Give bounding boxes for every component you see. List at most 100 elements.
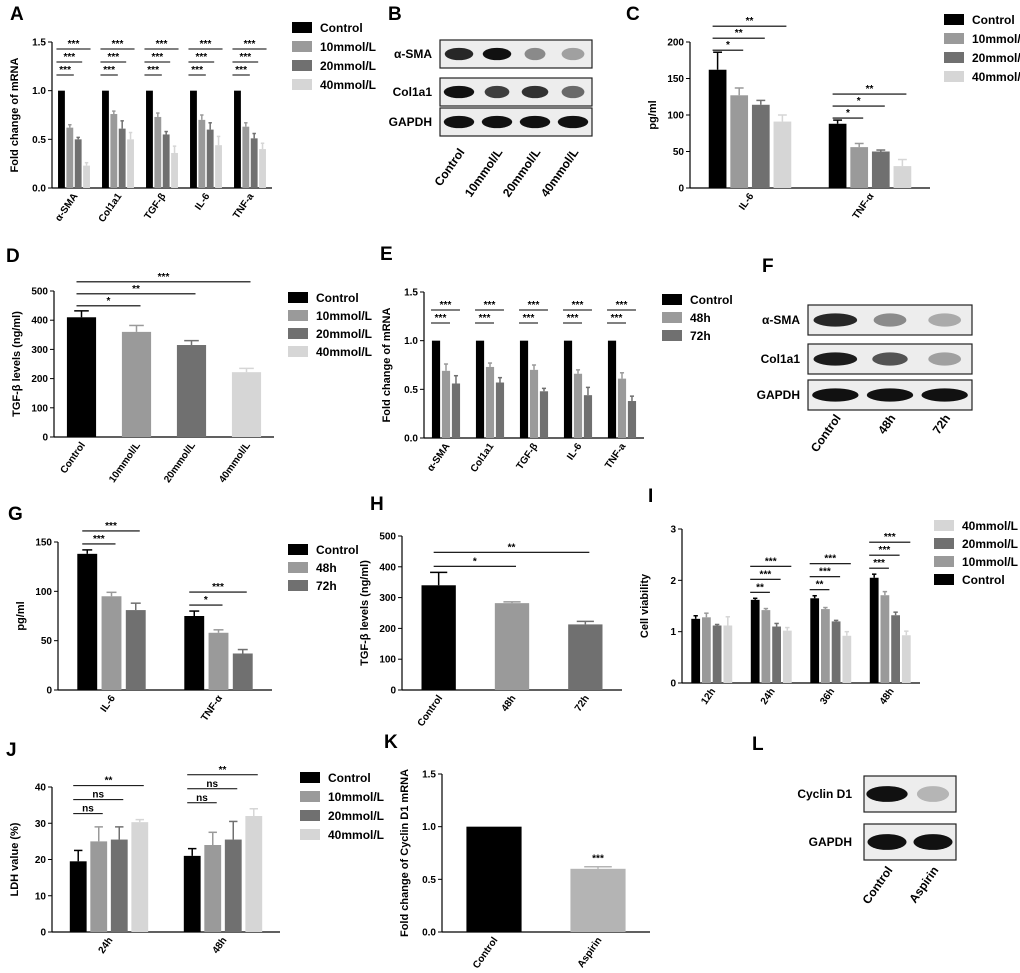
x-tick-label: 48h <box>878 686 897 706</box>
significance-label: ** <box>508 542 516 553</box>
legend-swatch <box>288 562 308 573</box>
bar-72h-TNF-a <box>627 401 637 438</box>
x-tick-label: IL-6 <box>193 191 212 212</box>
blot-band <box>813 352 858 366</box>
legend-label: 10mmol/L <box>328 790 384 804</box>
legend-swatch <box>288 580 308 591</box>
bar-40mmol/L-36h <box>842 635 852 683</box>
legend: Control 10mmol/L 20mmol/L 40mmol/L <box>944 13 1020 84</box>
bar-20mmol/L-24h <box>110 839 128 932</box>
panel-letter-B: B <box>388 4 402 25</box>
bar-10mmol/L-TGF-β <box>154 116 162 188</box>
bar-40mmol/L-TGF-β <box>171 152 178 188</box>
y-tick-label: 2 <box>670 576 676 587</box>
bar-Control-48h <box>869 577 879 683</box>
bar-20mmol/L-36h <box>831 621 841 683</box>
panel-letter-J: J <box>6 740 17 761</box>
y-tick-label: 150 <box>667 74 684 85</box>
legend: 40mmol/L 20mmol/L 10mmol/L Control <box>934 519 1018 587</box>
bar-48h-48h <box>494 603 530 690</box>
bar-40mmol/L-IL-6 <box>215 145 222 188</box>
legend-swatch <box>292 22 312 33</box>
y-tick-label: 40 <box>35 783 47 794</box>
significance-label: *** <box>156 39 168 50</box>
x-tick-label: Col1a1 <box>469 441 497 475</box>
bar-Control-Control <box>421 585 456 690</box>
significance-label: ** <box>756 582 764 593</box>
bar-72h-72h <box>568 624 603 690</box>
bar-72h-TNF-α <box>232 653 253 690</box>
legend-label: 48h <box>316 561 337 575</box>
bar-Control-12h <box>691 618 701 683</box>
bar-40mmol/L-12h <box>723 625 733 683</box>
blot-band <box>519 115 551 129</box>
significance-label: *** <box>484 300 496 311</box>
blot-band <box>557 115 589 129</box>
legend-swatch <box>300 810 320 821</box>
y-tick-label: 300 <box>379 593 396 604</box>
bar-Control-TGF-β <box>519 340 529 438</box>
legend-label: 10mmol/L <box>962 555 1018 569</box>
legend-swatch <box>300 791 320 802</box>
blot-band <box>866 786 908 802</box>
y-tick-label: 1.0 <box>422 822 436 833</box>
y-axis-label: Fold change of mRNA <box>381 308 393 423</box>
legend-swatch <box>300 829 320 840</box>
y-tick-label: 200 <box>379 624 396 635</box>
blot-lane-label: Aspirin <box>906 864 941 906</box>
blot-band <box>921 388 968 402</box>
bar-Control-IL-6 <box>563 340 573 438</box>
legend-swatch <box>292 79 312 90</box>
legend-label: 40mmol/L <box>320 78 376 92</box>
x-tick-label: α-SMA <box>425 441 452 473</box>
y-axis-label: Cell viability <box>639 573 651 638</box>
significance-label: *** <box>105 521 117 532</box>
significance-label: *** <box>879 545 891 556</box>
legend-swatch <box>662 312 682 323</box>
blot-band <box>813 313 858 327</box>
legend-label: 10mmol/L <box>972 32 1020 46</box>
x-tick-label: Aspirin <box>576 935 605 970</box>
y-axis-label: TGF-β levels (ng/ml) <box>11 311 23 417</box>
x-tick-label: TNF-a <box>231 191 257 221</box>
significance-label: ** <box>866 84 874 95</box>
legend-swatch <box>934 574 954 585</box>
bar-20mmol/L-IL-6 <box>751 104 770 188</box>
blot-band <box>872 352 908 366</box>
y-tick-label: 1.5 <box>32 38 46 49</box>
blot-lane-label: 48h <box>875 412 898 437</box>
panel-letter-L: L <box>752 734 764 755</box>
bar-72h-Col1a1 <box>495 382 505 438</box>
x-tick-label: Col1a1 <box>97 191 125 225</box>
significance-label: *** <box>239 52 251 63</box>
bar-48h-Col1a1 <box>485 366 495 438</box>
blot-band <box>873 313 907 327</box>
x-tick-label: 72h <box>573 693 592 713</box>
blot-band <box>482 47 512 61</box>
blot-lane-label: Control <box>860 864 896 907</box>
legend-label: 20mmol/L <box>962 537 1018 551</box>
panel-K: K 0.0 0.5 1.0 1.5 Fold change of Cyclin D1 mR… <box>384 732 650 971</box>
legend-label: 40mmol/L <box>316 345 372 359</box>
bar-10mmol/L-Col1a1 <box>110 114 118 188</box>
legend: Control 10mmol/L 20mmol/L 40mmol/L <box>292 21 376 92</box>
significance-label: ** <box>735 28 743 39</box>
legend-swatch <box>944 33 964 44</box>
legend-label: 10mmol/L <box>316 309 372 323</box>
legend: Control 10mmol/L 20mmol/L 40mmol/L <box>288 291 372 359</box>
bar-40mmol/L-24h <box>131 822 149 932</box>
significance-label: *** <box>567 313 579 324</box>
significance-label: *** <box>244 39 256 50</box>
blot-row-label: GAPDH <box>389 115 432 129</box>
blot-band <box>481 115 513 129</box>
significance-label: * <box>726 40 730 51</box>
blot-band <box>443 85 475 99</box>
y-axis-label: LDH value (%) <box>9 822 21 896</box>
legend-swatch <box>944 52 964 63</box>
significance-label: *** <box>147 65 159 76</box>
bar-Control-TNF-α <box>828 123 847 188</box>
significance-label: *** <box>107 52 119 63</box>
legend-label: 48h <box>690 311 711 325</box>
bar-48h-TGF-β <box>529 369 539 438</box>
